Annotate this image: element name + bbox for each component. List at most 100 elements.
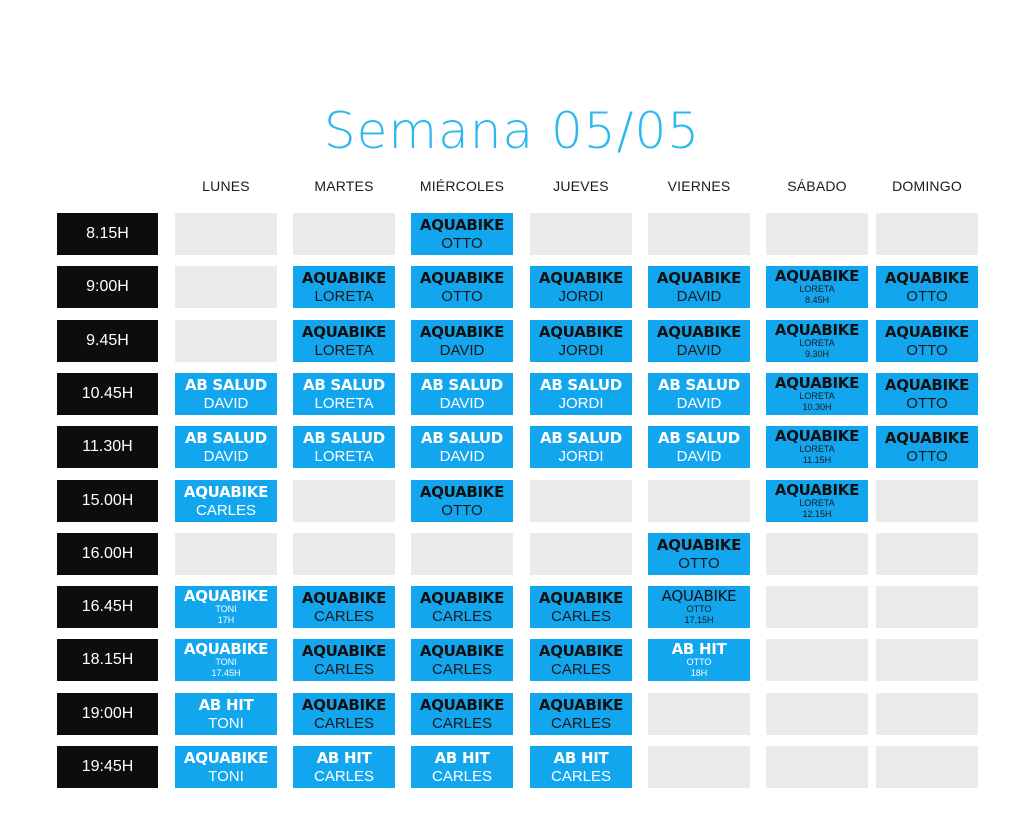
class-slot[interactable]: AQUABIKE DAVID <box>648 266 750 308</box>
class-slot[interactable]: AQUABIKE CARLES <box>293 693 395 735</box>
class-name: AQUABIKE <box>774 427 860 446</box>
class-slot[interactable]: AB HIT TONI <box>175 693 277 735</box>
class-slot[interactable]: AQUABIKE OTTO 17.15H <box>648 586 750 628</box>
class-slot[interactable]: AQUABIKE LORETA 8.45H <box>766 266 868 308</box>
class-slot[interactable]: AQUABIKE JORDI <box>530 266 632 308</box>
class-name: AQUABIKE <box>419 588 505 607</box>
class-slot[interactable]: AQUABIKE OTTO <box>648 533 750 575</box>
class-slot[interactable]: AQUABIKE OTTO <box>411 480 513 522</box>
class-slot[interactable]: AB SALUD DAVID <box>648 426 750 468</box>
empty-slot <box>766 693 868 735</box>
class-slot[interactable]: AQUABIKE CARLES <box>411 693 513 735</box>
class-name: AQUABIKE <box>183 640 269 659</box>
instructor-name: DAVID <box>439 394 485 412</box>
class-slot[interactable]: AB SALUD DAVID <box>648 373 750 415</box>
class-slot[interactable]: AQUABIKE TONI 17.45H <box>175 639 277 681</box>
class-name: AB HIT <box>198 695 254 714</box>
class-name: AQUABIKE <box>656 535 742 554</box>
class-slot[interactable]: AQUABIKE CARLES <box>411 639 513 681</box>
class-slot[interactable]: AB HIT OTTO 18H <box>648 639 750 681</box>
class-name: AB SALUD <box>303 428 385 447</box>
class-name: AB HIT <box>553 748 609 767</box>
class-slot[interactable]: AQUABIKE CARLES <box>530 639 632 681</box>
class-slot[interactable]: AQUABIKE JORDI <box>530 320 632 362</box>
class-slot[interactable]: AB SALUD DAVID <box>411 426 513 468</box>
class-slot[interactable]: AB SALUD LORETA <box>293 426 395 468</box>
empty-slot <box>766 746 868 788</box>
class-slot[interactable]: AQUABIKE TONI 17H <box>175 586 277 628</box>
class-name: AB SALUD <box>540 428 622 447</box>
instructor-name: JORDI <box>558 394 604 412</box>
class-time: 10.30H <box>802 401 832 412</box>
instructor-name: CARLES <box>431 767 493 785</box>
class-name: AQUABIKE <box>656 268 742 287</box>
empty-slot <box>876 213 978 255</box>
class-name: AB HIT <box>434 748 490 767</box>
class-slot[interactable]: AB SALUD DAVID <box>411 373 513 415</box>
class-slot[interactable]: AQUABIKE OTTO <box>876 320 978 362</box>
class-name: AQUABIKE <box>538 588 624 607</box>
class-slot[interactable]: AQUABIKE LORETA 12.15H <box>766 480 868 522</box>
class-slot[interactable]: AQUABIKE OTTO <box>411 266 513 308</box>
class-name: AQUABIKE <box>419 695 505 714</box>
class-name: AQUABIKE <box>774 374 860 393</box>
instructor-name: LORETA <box>799 444 835 455</box>
class-slot[interactable]: AQUABIKE TONI <box>175 746 277 788</box>
class-name: AB SALUD <box>540 375 622 394</box>
class-slot[interactable]: AQUABIKE DAVID <box>648 320 750 362</box>
class-name: AB SALUD <box>658 428 740 447</box>
day-header-1: MARTES <box>314 178 374 194</box>
instructor-name: OTTO <box>678 554 720 572</box>
class-slot[interactable]: AQUABIKE CARLES <box>293 586 395 628</box>
instructor-name: CARLES <box>431 660 493 678</box>
empty-slot <box>175 320 277 362</box>
class-slot[interactable]: AQUABIKE OTTO <box>876 373 978 415</box>
class-slot[interactable]: AQUABIKE LORETA <box>293 320 395 362</box>
class-slot[interactable]: AB SALUD JORDI <box>530 373 632 415</box>
class-slot[interactable]: AQUABIKE CARLES <box>411 586 513 628</box>
class-slot[interactable]: AB SALUD LORETA <box>293 373 395 415</box>
time-label: 18.15H <box>57 639 158 681</box>
class-slot[interactable]: AQUABIKE CARLES <box>175 480 277 522</box>
class-slot[interactable]: AQUABIKE DAVID <box>411 320 513 362</box>
time-label: 16.00H <box>57 533 158 575</box>
class-slot[interactable]: AB HIT CARLES <box>530 746 632 788</box>
class-name: AQUABIKE <box>774 321 860 340</box>
instructor-name: JORDI <box>558 287 604 305</box>
class-slot[interactable]: AQUABIKE OTTO <box>411 213 513 255</box>
class-name: AB SALUD <box>303 375 385 394</box>
class-name: AQUABIKE <box>419 641 505 660</box>
empty-slot <box>876 639 978 681</box>
class-name: AQUABIKE <box>538 268 624 287</box>
class-name: AQUABIKE <box>884 268 970 287</box>
class-slot[interactable]: AQUABIKE CARLES <box>530 693 632 735</box>
empty-slot <box>876 480 978 522</box>
instructor-name: CARLES <box>313 714 375 732</box>
class-slot[interactable]: AQUABIKE CARLES <box>530 586 632 628</box>
class-name: AQUABIKE <box>538 641 624 660</box>
class-slot[interactable]: AB HIT CARLES <box>293 746 395 788</box>
class-slot[interactable]: AQUABIKE LORETA 9.30H <box>766 320 868 362</box>
class-name: AQUABIKE <box>183 482 269 501</box>
day-header-3: JUEVES <box>553 178 609 194</box>
class-slot[interactable]: AB SALUD DAVID <box>175 373 277 415</box>
class-time: 17.45H <box>211 667 241 678</box>
empty-slot <box>648 480 750 522</box>
class-slot[interactable]: AQUABIKE LORETA 11.15H <box>766 426 868 468</box>
class-slot[interactable]: AB SALUD DAVID <box>175 426 277 468</box>
class-slot[interactable]: AB SALUD JORDI <box>530 426 632 468</box>
instructor-name: JORDI <box>558 447 604 465</box>
class-slot[interactable]: AQUABIKE OTTO <box>876 266 978 308</box>
class-slot[interactable]: AQUABIKE OTTO <box>876 426 978 468</box>
instructor-name: OTTO <box>906 341 948 359</box>
time-label: 9.45H <box>57 320 158 362</box>
class-slot[interactable]: AQUABIKE LORETA <box>293 266 395 308</box>
class-slot[interactable]: AB HIT CARLES <box>411 746 513 788</box>
class-name: AQUABIKE <box>183 587 269 606</box>
time-label: 11.30H <box>57 426 158 468</box>
class-slot[interactable]: AQUABIKE LORETA 10.30H <box>766 373 868 415</box>
class-slot[interactable]: AQUABIKE CARLES <box>293 639 395 681</box>
instructor-name: TONI <box>215 657 237 668</box>
class-name: AQUABIKE <box>183 748 269 767</box>
